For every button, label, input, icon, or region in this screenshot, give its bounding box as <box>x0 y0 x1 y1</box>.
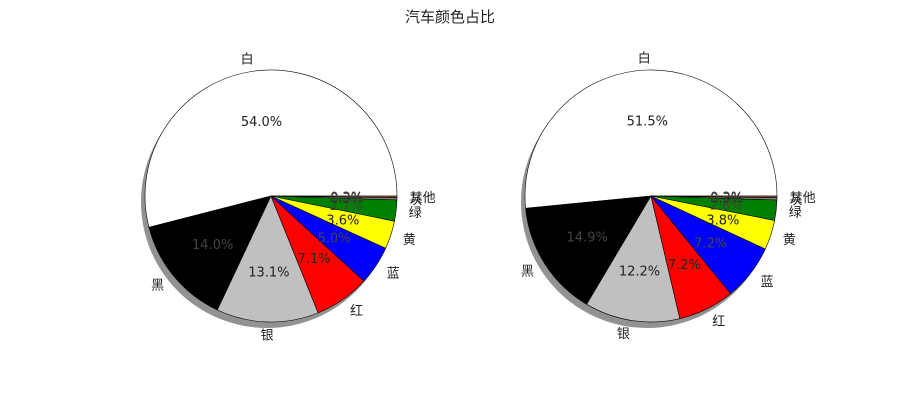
pie-slice-银 <box>586 195 681 323</box>
pct-label-其他: 0.2% <box>330 191 363 206</box>
pct-label-蓝: 7.2% <box>694 236 727 251</box>
pie-chart-right: 白 51.5% 黑 14.9% 银 12.2% 红 7.2% 蓝 7.2% 黄 3.8% 绿 2.6% 灰 0… <box>521 51 816 342</box>
pct-label-白: 54.0% <box>241 115 282 130</box>
slice-label-银: 银 <box>617 327 630 342</box>
pct-label-黑: 14.0% <box>192 238 233 253</box>
slice-label-蓝: 蓝 <box>387 267 400 282</box>
slice-label-其他: 其他 <box>790 191 816 206</box>
slice-label-白: 白 <box>241 52 254 68</box>
pct-label-银: 13.1% <box>248 266 289 281</box>
pie-chart-left: 白 54.0% 黑 14.0% 银 13.1% 红 7.1% 蓝 5.0% 黄 3.6% 绿 2.7% 灰 0… <box>141 52 436 344</box>
slice-label-银: 银 <box>261 329 274 344</box>
pie-slice-白 <box>144 69 398 228</box>
slice-label-黑: 黑 <box>151 278 164 293</box>
pie-slice-其他 <box>650 195 778 198</box>
pct-label-红: 7.1% <box>298 252 331 267</box>
pct-label-黄: 3.6% <box>326 213 359 228</box>
pct-label-其他: 0.2% <box>710 191 743 206</box>
pct-label-绿: 2.7% <box>330 199 363 214</box>
pct-label-黄: 3.8% <box>706 213 739 228</box>
pct-label-灰: 0.3% <box>710 192 743 207</box>
pct-label-白: 51.5% <box>627 115 668 130</box>
slice-label-黄: 黄 <box>783 233 796 248</box>
slice-label-红: 红 <box>712 313 725 329</box>
pie-slice-白 <box>524 69 778 209</box>
slice-label-黑: 黑 <box>521 264 534 279</box>
pie-slice-其他 <box>270 195 398 198</box>
slice-label-灰: 灰 <box>790 193 803 208</box>
slice-label-红: 红 <box>350 303 363 319</box>
slice-label-灰: 灰 <box>410 193 423 208</box>
pct-label-黑: 14.9% <box>567 231 608 246</box>
pie-slice-黑 <box>525 195 652 305</box>
slice-label-绿: 绿 <box>789 206 802 221</box>
pct-label-银: 12.2% <box>619 265 660 280</box>
pct-label-灰: 0.3% <box>330 192 363 207</box>
chart-title: 汽车颜色占比 <box>405 8 495 26</box>
pie-slice-银 <box>217 195 319 323</box>
pie-slice-黑 <box>148 195 272 311</box>
slice-label-黄: 黄 <box>403 233 416 248</box>
slice-label-其他: 其他 <box>410 191 436 206</box>
pct-label-绿: 2.6% <box>710 199 743 214</box>
slice-label-蓝: 蓝 <box>761 275 774 290</box>
pct-label-红: 7.2% <box>668 258 701 273</box>
slice-label-绿: 绿 <box>409 206 422 221</box>
pct-label-蓝: 5.0% <box>318 232 351 247</box>
slice-label-白: 白 <box>638 51 651 67</box>
